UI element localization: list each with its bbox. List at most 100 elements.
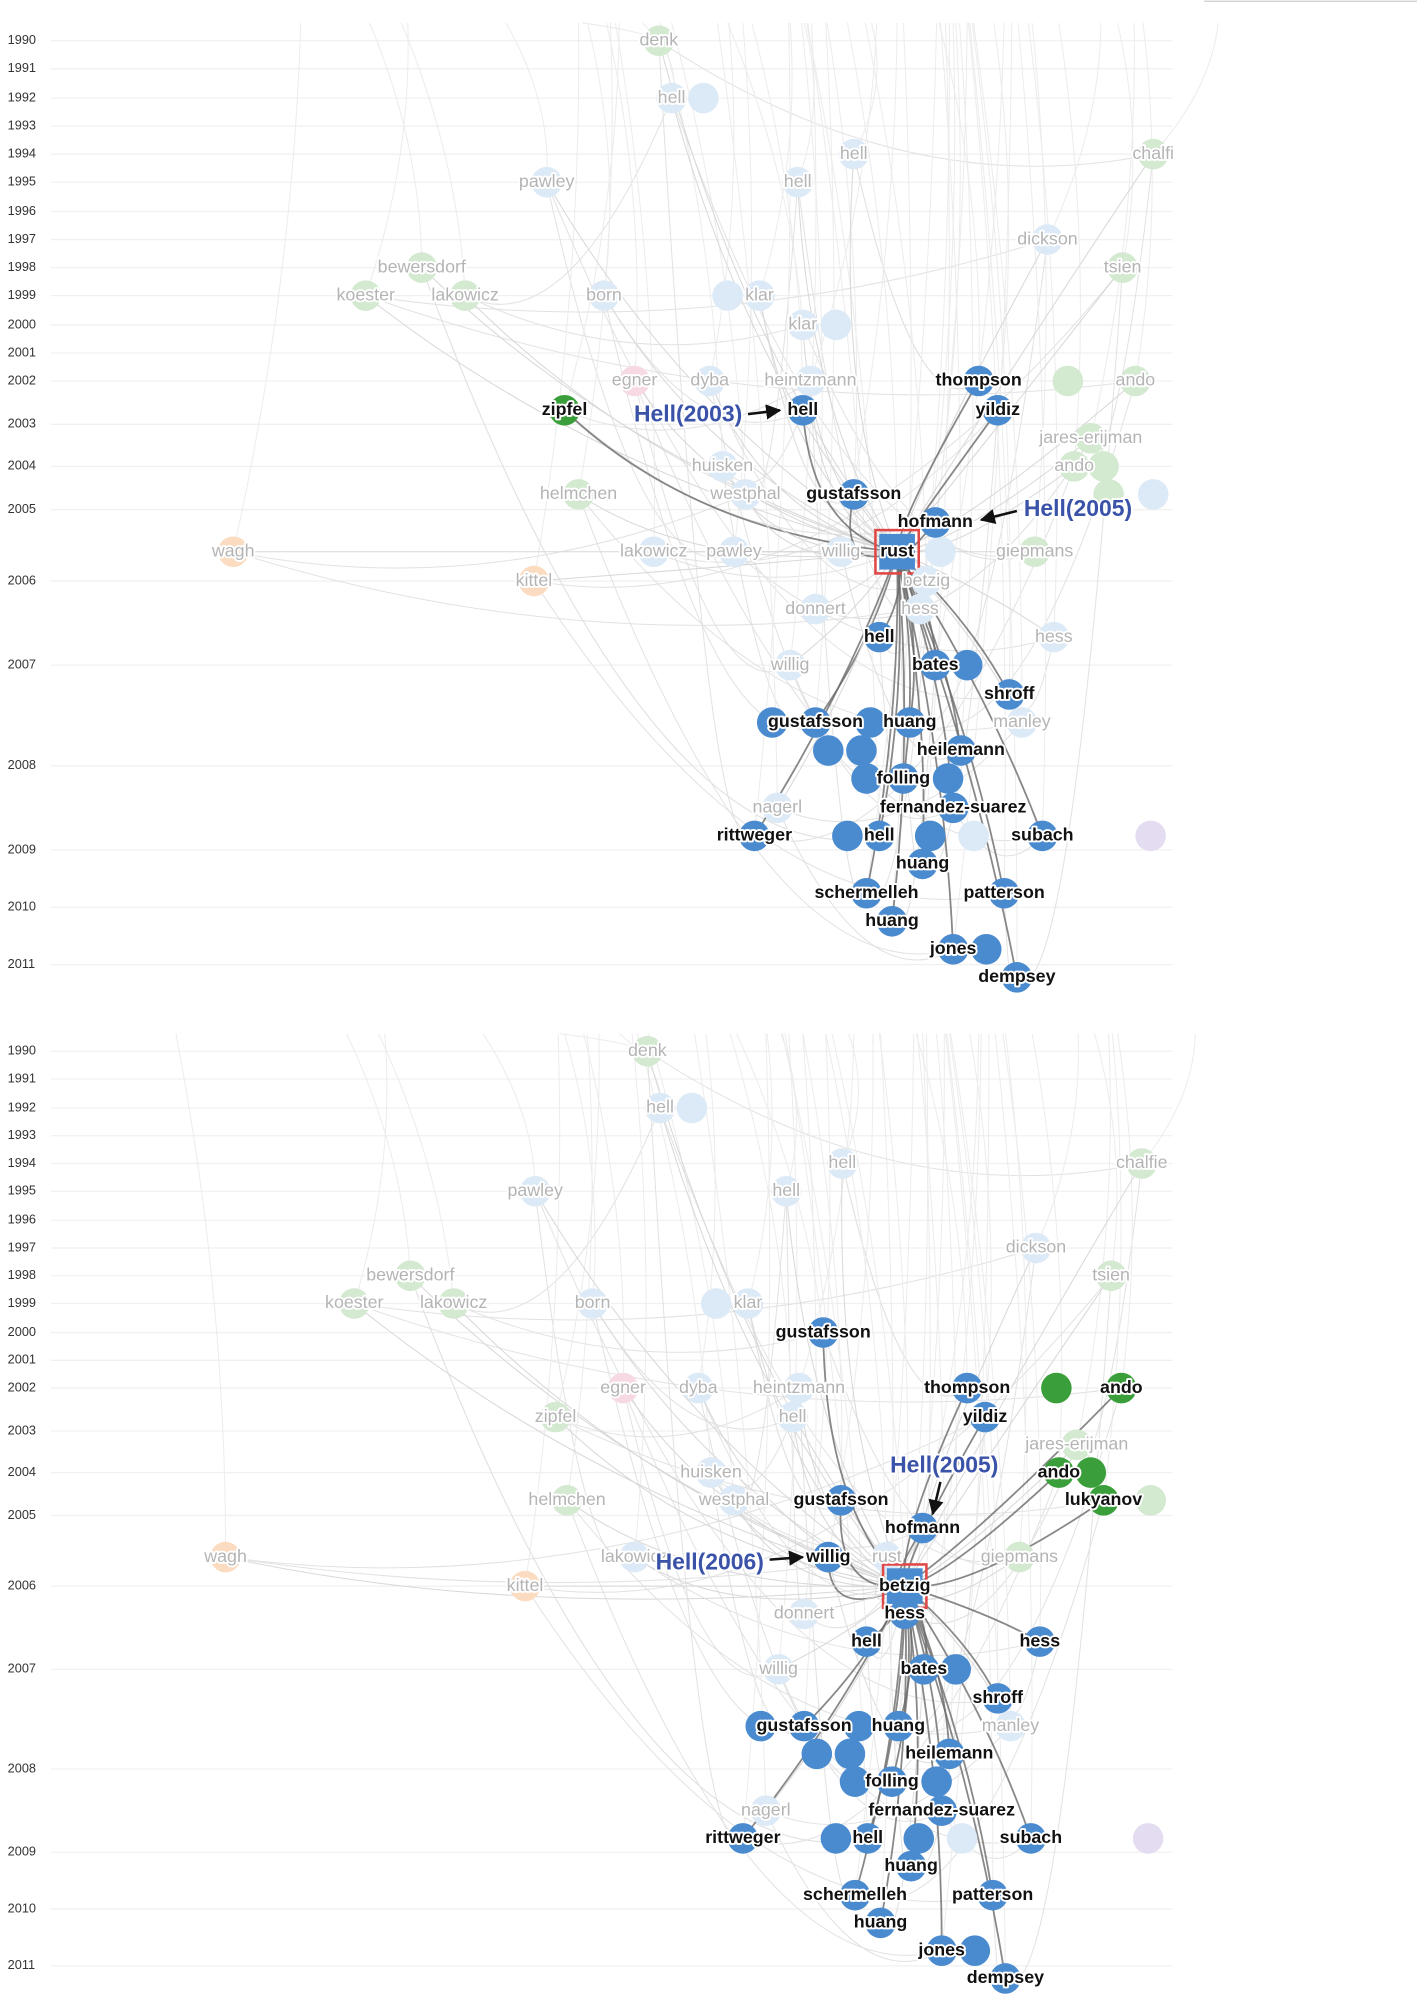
node — [1137, 138, 1169, 170]
edge — [1004, 1033, 1027, 1558]
year-label: 1995 — [8, 1183, 36, 1198]
year-label: 1998 — [8, 1267, 36, 1282]
edge — [803, 1527, 924, 1629]
node-label: gustafsson — [806, 483, 901, 503]
edge — [233, 493, 746, 569]
node — [951, 649, 983, 681]
node-label: born — [586, 284, 622, 304]
year-label: 1997 — [8, 1239, 36, 1254]
edge — [765, 1725, 1011, 1826]
edge — [727, 22, 804, 325]
edge — [904, 1275, 1112, 1587]
node — [843, 1710, 875, 1742]
edge — [653, 551, 898, 578]
edge — [592, 1303, 905, 1587]
node — [1095, 1260, 1127, 1292]
node — [855, 707, 886, 738]
edge — [993, 22, 1010, 411]
edge — [934, 22, 1005, 666]
node — [563, 479, 594, 510]
edge — [825, 1033, 888, 1558]
node — [1107, 252, 1138, 283]
node — [449, 280, 481, 311]
node-label: subach — [1000, 1827, 1062, 1847]
node — [1088, 1485, 1119, 1516]
node-label: jones — [929, 938, 977, 958]
edge — [831, 1033, 906, 1587]
node — [834, 1738, 866, 1770]
focus-node — [886, 1568, 923, 1604]
focus-box — [874, 528, 921, 575]
node-label: giepmans — [996, 540, 1073, 560]
node-label: zipfel — [535, 1406, 577, 1426]
node-label: helmchen — [528, 1489, 605, 1509]
year-label: 1991 — [8, 1070, 36, 1085]
node-label: lakowicz — [420, 1292, 487, 1312]
node-label: lakowicz — [620, 540, 687, 560]
edge — [967, 22, 1006, 894]
node — [838, 138, 870, 170]
node-label: kittel — [516, 570, 553, 590]
edge — [1031, 1033, 1063, 1473]
node — [1015, 1823, 1047, 1854]
node — [795, 365, 826, 397]
year-label: 1994 — [8, 1155, 36, 1170]
year-label: 2004 — [8, 1464, 36, 1479]
node-label: fernandez-suarez — [868, 1799, 1015, 1819]
node-label: huang — [883, 711, 936, 731]
node-label: folling — [877, 767, 930, 787]
node-label: hell — [646, 1097, 674, 1117]
node — [694, 365, 726, 397]
node — [756, 707, 788, 738]
node-label: heintzmann — [764, 370, 856, 390]
year-label: 1996 — [8, 203, 36, 218]
edge — [546, 182, 735, 558]
edge — [578, 494, 954, 955]
edge — [864, 22, 927, 582]
edge — [1094, 1033, 1118, 1276]
year-label: 2009 — [8, 841, 36, 856]
year-label: 2002 — [8, 372, 36, 387]
node — [812, 735, 844, 766]
annotation: Hell(2005) — [1024, 495, 1132, 521]
year-label: 1999 — [8, 1295, 36, 1310]
edge — [555, 1416, 905, 1587]
edge — [801, 22, 823, 610]
edge — [878, 1033, 909, 1614]
edge — [903, 1585, 1007, 1979]
node — [888, 763, 919, 794]
node-label: hess — [1035, 626, 1073, 646]
edge — [453, 1303, 905, 1587]
edge — [1134, 22, 1153, 382]
node-label: rust — [872, 1546, 902, 1566]
node-label: bewersdorf — [366, 1264, 454, 1284]
node-label: hell — [852, 1827, 883, 1847]
node — [788, 1598, 820, 1630]
edge — [758, 22, 793, 296]
edge — [453, 1303, 824, 1353]
annotation: Hell(2006) — [656, 1549, 764, 1575]
node — [350, 280, 382, 311]
year-label: 2007 — [8, 657, 36, 672]
edge — [634, 1556, 905, 1600]
node-label: klar — [788, 314, 817, 334]
node-label: hell — [779, 1406, 807, 1426]
node — [863, 820, 895, 852]
node-label: wagh — [203, 1546, 247, 1566]
node — [619, 365, 650, 397]
node-label: schermelleh — [814, 882, 918, 902]
edge — [878, 551, 901, 837]
node — [904, 593, 936, 625]
node-label: ando — [1054, 455, 1094, 475]
node — [783, 1372, 815, 1404]
edge — [776, 807, 954, 961]
node — [926, 1935, 957, 1966]
node — [801, 1738, 833, 1770]
node — [1132, 1823, 1164, 1854]
node-label: hofmann — [885, 1517, 960, 1537]
node-label: hell — [784, 171, 812, 191]
node-label: heilemann — [905, 1743, 993, 1763]
node — [1120, 365, 1151, 397]
year-label: 1991 — [8, 60, 36, 75]
node — [1075, 423, 1107, 454]
